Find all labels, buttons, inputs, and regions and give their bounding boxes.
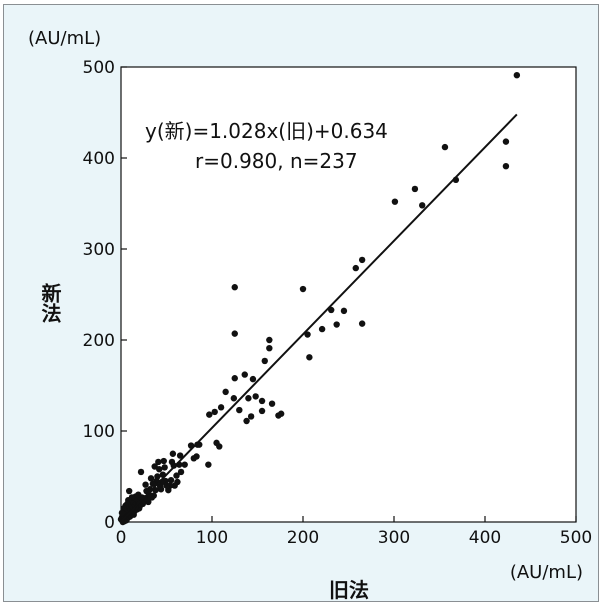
x-tick-label: 400 (469, 528, 501, 548)
data-point (231, 284, 238, 291)
data-point (211, 408, 218, 416)
data-point (358, 256, 366, 264)
data-point (168, 458, 176, 466)
y-tick-label: 0 (104, 513, 115, 533)
x-tick-label: 500 (560, 528, 592, 548)
x-tick-label: 200 (287, 528, 319, 548)
data-point (299, 285, 307, 293)
data-point (190, 455, 197, 462)
data-point (177, 468, 185, 476)
data-point (151, 463, 158, 470)
data-point (149, 480, 157, 487)
data-point (156, 483, 164, 490)
data-point (147, 475, 155, 482)
x-tick-label: 100 (196, 528, 228, 548)
data-point (231, 330, 238, 337)
data-point (243, 417, 250, 425)
x-tick-label: 0 (116, 528, 127, 548)
data-point (266, 336, 273, 344)
data-point (419, 202, 426, 209)
x-axis-label: 旧法 (329, 578, 369, 602)
data-point (161, 464, 168, 471)
data-point (173, 472, 180, 479)
data-point (352, 264, 359, 272)
data-point (169, 450, 177, 457)
data-point (411, 185, 419, 193)
data-point (118, 509, 126, 517)
data-point (340, 307, 348, 315)
data-point (194, 441, 201, 448)
data-point (206, 411, 213, 418)
y-tick-label: 300 (83, 240, 115, 260)
y-axis-unit: (AU/mL) (28, 28, 101, 49)
data-point (441, 143, 449, 151)
data-point (258, 407, 266, 415)
data-point (160, 457, 167, 465)
data-point (333, 321, 340, 328)
regression-equation: y(新)=1.028x(旧)+0.634 (145, 119, 388, 143)
data-point (266, 344, 273, 352)
data-point (230, 395, 238, 402)
data-point (167, 476, 175, 484)
y-tick-label: 200 (83, 331, 115, 351)
data-point (181, 461, 188, 468)
data-point (513, 71, 521, 79)
data-point (171, 482, 178, 489)
data-point (318, 325, 326, 333)
axis-ticks: 0 100 200 300 400 500 0 100 200 300 400 500 (83, 58, 593, 548)
data-point (268, 400, 276, 407)
data-point (137, 468, 145, 476)
correlation-stats: r=0.980, n=237 (195, 149, 358, 173)
data-point (502, 138, 510, 145)
data-point (125, 487, 133, 495)
regression-line (120, 113, 518, 523)
data-point (252, 393, 259, 400)
data-point (306, 354, 313, 361)
data-point (275, 412, 282, 419)
data-point (236, 406, 243, 414)
data-point (176, 452, 184, 459)
data-point (245, 395, 252, 402)
y-tick-label: 400 (83, 149, 115, 169)
x-tick-label: 300 (378, 528, 410, 548)
data-point (249, 375, 257, 383)
data-point (222, 388, 229, 396)
x-axis-unit: (AU/mL) (510, 562, 583, 583)
data-point (247, 413, 255, 420)
data-point (142, 481, 149, 488)
y-axis-label: 新法 (38, 282, 62, 324)
data-point (155, 458, 162, 466)
data-point (217, 404, 225, 411)
data-point (261, 357, 268, 365)
data-point (213, 439, 220, 447)
y-tick-label: 100 (83, 422, 115, 442)
y-tick-label: 500 (83, 58, 115, 78)
data-point (205, 461, 212, 468)
data-point (304, 331, 311, 338)
data-marks (117, 71, 521, 526)
data-point (241, 371, 248, 378)
data-point (391, 198, 399, 205)
data-point (258, 397, 266, 405)
data-point (231, 375, 238, 382)
data-point (358, 320, 366, 327)
data-point (502, 162, 510, 170)
